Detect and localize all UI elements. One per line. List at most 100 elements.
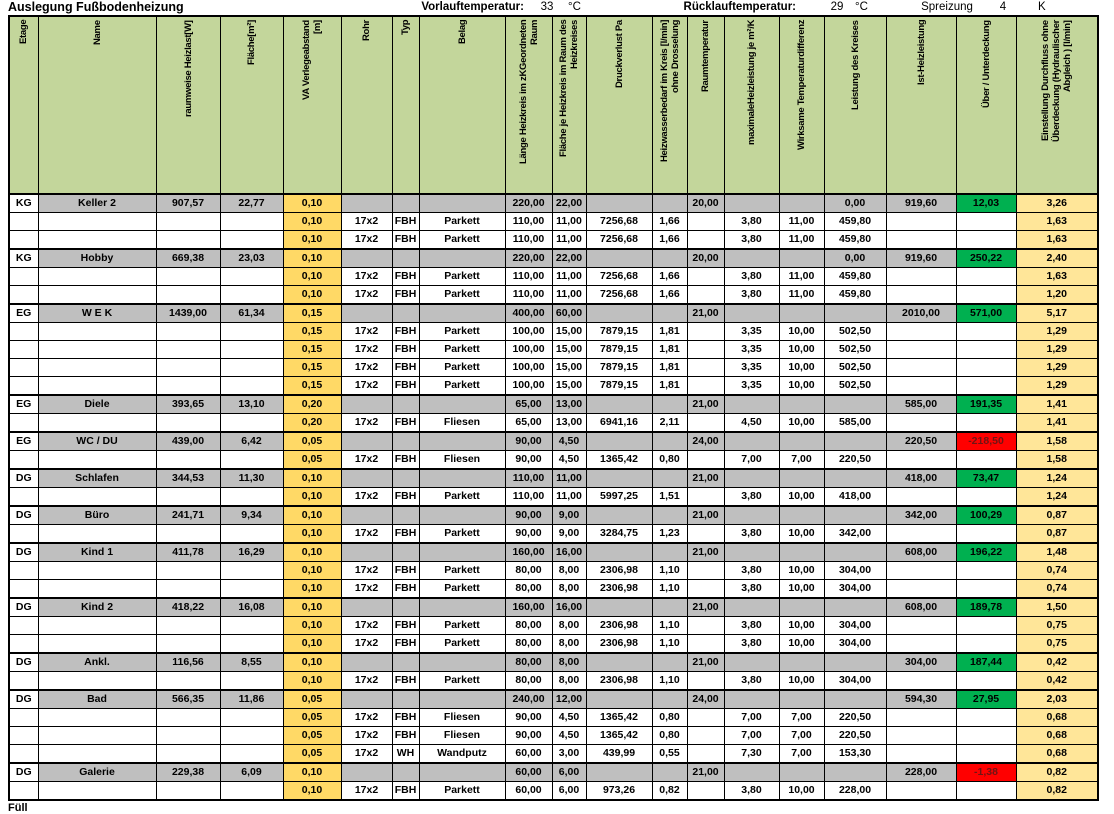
cell-flaeche-je-heizkreis[interactable]: 8,00 bbox=[551, 579, 587, 599]
cell-name[interactable] bbox=[37, 230, 157, 250]
cell-typ[interactable]: FBH bbox=[391, 358, 420, 377]
cell-belag[interactable]: Parkett bbox=[418, 340, 506, 359]
cell-etage[interactable] bbox=[8, 230, 39, 250]
cell-wirksame-temperaturdifferenz[interactable]: 11,00 bbox=[778, 212, 825, 231]
cell-typ[interactable]: FBH bbox=[391, 616, 420, 635]
cell-flaeche[interactable] bbox=[219, 487, 284, 507]
cell-flaeche[interactable] bbox=[219, 524, 284, 544]
cell-typ[interactable]: FBH bbox=[391, 285, 420, 305]
cell-laenge-heizkreis[interactable]: 110,00 bbox=[504, 468, 553, 488]
cell-wirksame-temperaturdifferenz[interactable]: 10,00 bbox=[778, 671, 825, 691]
cell-va-verlegeabstand[interactable]: 0,10 bbox=[282, 561, 342, 580]
cell-belag[interactable]: Parkett bbox=[418, 561, 506, 580]
cell-flaeche-je-heizkreis[interactable]: 16,00 bbox=[551, 542, 587, 562]
cell-flaeche-je-heizkreis[interactable]: 11,00 bbox=[551, 487, 587, 507]
cell-belag[interactable]: Parkett bbox=[418, 634, 506, 654]
cell-va-verlegeabstand[interactable]: 0,10 bbox=[282, 524, 342, 544]
cell-heizwasserbedarf[interactable] bbox=[651, 652, 688, 672]
cell-leistung-des-kreises[interactable]: 304,00 bbox=[823, 671, 887, 691]
column-header-laenge-heizkreis[interactable]: Länge Heizkreis im zKGeordneten Raum bbox=[504, 15, 553, 195]
cell-ist-heizleistung[interactable] bbox=[885, 708, 957, 727]
cell-flaeche[interactable] bbox=[219, 781, 284, 801]
cell-druckverlust[interactable]: 5997,25 bbox=[585, 487, 653, 507]
cell-etage[interactable]: DG bbox=[8, 597, 39, 617]
cell-flaeche[interactable] bbox=[219, 561, 284, 580]
cell-va-verlegeabstand[interactable]: 0,10 bbox=[282, 230, 342, 250]
cell-ueber-unterdeckung[interactable] bbox=[955, 267, 1017, 286]
cell-belag[interactable]: Fliesen bbox=[418, 726, 506, 745]
cell-name[interactable] bbox=[37, 781, 157, 801]
cell-leistung-des-kreises[interactable]: 304,00 bbox=[823, 616, 887, 635]
cell-flaeche-je-heizkreis[interactable]: 4,50 bbox=[551, 431, 587, 451]
column-header-leistung-des-kreises[interactable]: Leistung des Kreises bbox=[823, 15, 887, 195]
cell-maximale-heizleistung[interactable]: 3,80 bbox=[723, 524, 780, 544]
cell-leistung-des-kreises[interactable]: 153,30 bbox=[823, 744, 887, 764]
cell-laenge-heizkreis[interactable]: 65,00 bbox=[504, 394, 553, 414]
cell-raumweise-heizlast[interactable] bbox=[155, 212, 221, 231]
cell-heizwasserbedarf[interactable]: 0,80 bbox=[651, 726, 688, 745]
cell-typ[interactable]: FBH bbox=[391, 487, 420, 507]
cell-ueber-unterdeckung[interactable] bbox=[955, 285, 1017, 305]
cell-heizwasserbedarf[interactable]: 1,10 bbox=[651, 634, 688, 654]
cell-name[interactable] bbox=[37, 671, 157, 691]
cell-einstellung-durchfluss[interactable]: 0,82 bbox=[1015, 781, 1099, 801]
cell-leistung-des-kreises[interactable]: 220,50 bbox=[823, 450, 887, 470]
cell-druckverlust[interactable] bbox=[585, 542, 653, 562]
cell-wirksame-temperaturdifferenz[interactable]: 11,00 bbox=[778, 230, 825, 250]
cell-flaeche-je-heizkreis[interactable]: 13,00 bbox=[551, 413, 587, 433]
cell-heizwasserbedarf[interactable]: 0,55 bbox=[651, 744, 688, 764]
cell-flaeche[interactable]: 9,34 bbox=[219, 505, 284, 525]
cell-wirksame-temperaturdifferenz[interactable]: 10,00 bbox=[778, 413, 825, 433]
cell-typ[interactable]: FBH bbox=[391, 524, 420, 544]
cell-druckverlust[interactable]: 2306,98 bbox=[585, 579, 653, 599]
cell-flaeche-je-heizkreis[interactable]: 8,00 bbox=[551, 616, 587, 635]
cell-heizwasserbedarf[interactable] bbox=[651, 689, 688, 709]
cell-raumweise-heizlast[interactable] bbox=[155, 671, 221, 691]
cell-va-verlegeabstand[interactable]: 0,10 bbox=[282, 505, 342, 525]
cell-druckverlust[interactable]: 1365,42 bbox=[585, 708, 653, 727]
cell-laenge-heizkreis[interactable]: 90,00 bbox=[504, 726, 553, 745]
cell-maximale-heizleistung[interactable]: 3,80 bbox=[723, 579, 780, 599]
cell-laenge-heizkreis[interactable]: 100,00 bbox=[504, 340, 553, 359]
cell-etage[interactable] bbox=[8, 322, 39, 341]
column-header-ueber-unterdeckung[interactable]: Über / Unterdeckung bbox=[955, 15, 1017, 195]
column-header-etage[interactable]: Etage bbox=[8, 15, 39, 195]
cell-laenge-heizkreis[interactable]: 110,00 bbox=[504, 487, 553, 507]
cell-wirksame-temperaturdifferenz[interactable] bbox=[778, 193, 825, 213]
cell-raumtemperatur[interactable]: 20,00 bbox=[686, 248, 725, 268]
cell-typ[interactable] bbox=[391, 394, 420, 414]
cell-flaeche-je-heizkreis[interactable]: 8,00 bbox=[551, 634, 587, 654]
cell-name[interactable] bbox=[37, 267, 157, 286]
cell-einstellung-durchfluss[interactable]: 0,75 bbox=[1015, 634, 1099, 654]
cell-flaeche[interactable] bbox=[219, 322, 284, 341]
cell-belag[interactable]: Parkett bbox=[418, 487, 506, 507]
cell-name[interactable] bbox=[37, 358, 157, 377]
cell-typ[interactable] bbox=[391, 689, 420, 709]
cell-name[interactable]: Ankl. bbox=[37, 652, 157, 672]
cell-einstellung-durchfluss[interactable]: 0,74 bbox=[1015, 579, 1099, 599]
cell-raumweise-heizlast[interactable] bbox=[155, 579, 221, 599]
cell-rohr[interactable] bbox=[340, 597, 393, 617]
cell-wirksame-temperaturdifferenz[interactable] bbox=[778, 248, 825, 268]
cell-va-verlegeabstand[interactable]: 0,10 bbox=[282, 542, 342, 562]
column-header-typ[interactable]: Typ bbox=[391, 15, 420, 195]
cell-druckverlust[interactable]: 7879,15 bbox=[585, 340, 653, 359]
cell-heizwasserbedarf[interactable] bbox=[651, 542, 688, 562]
column-header-flaeche-je-heizkreis[interactable]: Fläche je Heizkreis im Raum des Heizkrei… bbox=[551, 15, 587, 195]
cell-raumtemperatur[interactable] bbox=[686, 579, 725, 599]
cell-raumtemperatur[interactable] bbox=[686, 450, 725, 470]
cell-einstellung-durchfluss[interactable]: 1,24 bbox=[1015, 468, 1099, 488]
cell-wirksame-temperaturdifferenz[interactable]: 7,00 bbox=[778, 450, 825, 470]
cell-einstellung-durchfluss[interactable]: 2,40 bbox=[1015, 248, 1099, 268]
cell-ueber-unterdeckung[interactable]: -218,50 bbox=[955, 431, 1017, 451]
cell-leistung-des-kreises[interactable] bbox=[823, 505, 887, 525]
cell-typ[interactable]: FBH bbox=[391, 671, 420, 691]
cell-ueber-unterdeckung[interactable] bbox=[955, 340, 1017, 359]
cell-rohr[interactable] bbox=[340, 431, 393, 451]
cell-einstellung-durchfluss[interactable]: 2,03 bbox=[1015, 689, 1099, 709]
cell-raumtemperatur[interactable] bbox=[686, 487, 725, 507]
cell-wirksame-temperaturdifferenz[interactable]: 7,00 bbox=[778, 726, 825, 745]
cell-flaeche-je-heizkreis[interactable]: 15,00 bbox=[551, 340, 587, 359]
cell-leistung-des-kreises[interactable]: 459,80 bbox=[823, 267, 887, 286]
cell-leistung-des-kreises[interactable]: 304,00 bbox=[823, 579, 887, 599]
